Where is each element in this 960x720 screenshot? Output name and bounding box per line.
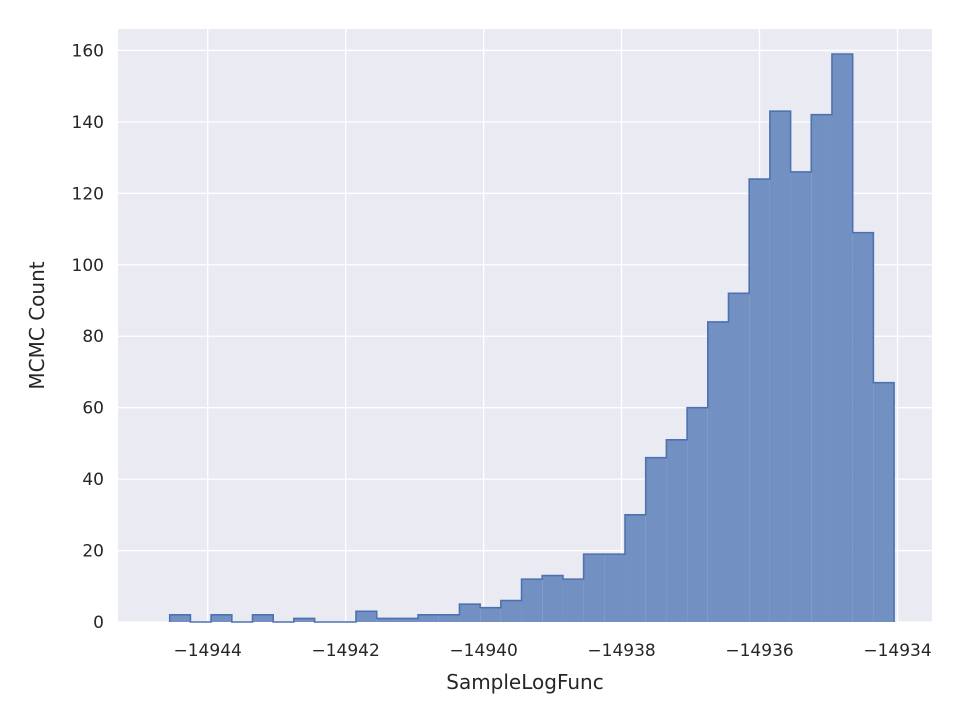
histogram-bar xyxy=(376,618,398,622)
histogram-bar xyxy=(521,579,543,622)
x-tick-label: −14934 xyxy=(863,641,931,661)
x-tick-label: −14942 xyxy=(311,641,379,661)
histogram-bar xyxy=(562,579,584,622)
histogram-bar xyxy=(707,321,729,622)
histogram-bar xyxy=(625,514,646,622)
x-tick-label: −14944 xyxy=(174,641,242,661)
x-axis-title: SampleLogFunc xyxy=(446,670,603,694)
histogram-bar xyxy=(459,604,481,622)
histogram-bar xyxy=(169,614,191,622)
y-tick-label: 100 xyxy=(72,256,104,276)
histogram-bar xyxy=(355,611,377,622)
histogram-bar xyxy=(211,614,232,622)
y-tick-label: 60 xyxy=(82,399,104,419)
histogram-bar xyxy=(852,232,874,622)
histogram-bar xyxy=(873,382,895,622)
histogram-outline xyxy=(168,53,895,623)
x-tick-label: −14936 xyxy=(725,641,793,661)
y-tick-label: 20 xyxy=(82,542,104,562)
y-tick-label: 140 xyxy=(72,113,104,133)
x-tick-label: −14938 xyxy=(587,641,655,661)
histogram-bar xyxy=(604,554,626,622)
y-axis-title: MCMC Count xyxy=(25,261,49,389)
histogram-bar xyxy=(831,54,853,622)
x-axis-ticks: −14944 −14942 −14940 −14938 −14936 −14934 xyxy=(174,641,932,661)
histogram-bar xyxy=(418,614,439,622)
x-tick-label: −14940 xyxy=(449,641,517,661)
histogram-bar xyxy=(293,618,315,622)
histogram-bar xyxy=(749,179,770,623)
histogram-bar xyxy=(480,607,501,622)
histogram-bar xyxy=(728,293,750,622)
histogram-bar xyxy=(769,111,791,622)
histogram-bar xyxy=(666,439,688,622)
y-tick-label: 0 xyxy=(93,613,104,633)
y-tick-label: 40 xyxy=(82,470,104,490)
histogram-bar xyxy=(500,600,522,622)
y-tick-label: 160 xyxy=(72,41,104,61)
y-axis-ticks: 0 20 40 60 80 100 120 140 160 xyxy=(72,41,104,633)
histogram-bar xyxy=(583,554,605,622)
histogram-bar xyxy=(790,171,812,622)
y-tick-label: 120 xyxy=(72,184,104,204)
histogram-bar xyxy=(438,614,460,622)
histogram-bar xyxy=(687,407,708,622)
y-tick-label: 80 xyxy=(82,327,104,347)
histogram-bar xyxy=(645,457,667,622)
histogram-bar xyxy=(252,614,274,622)
histogram-bar xyxy=(542,575,563,622)
histogram-bars xyxy=(169,54,895,623)
histogram-bar xyxy=(397,618,419,622)
histogram-bar xyxy=(811,114,832,623)
